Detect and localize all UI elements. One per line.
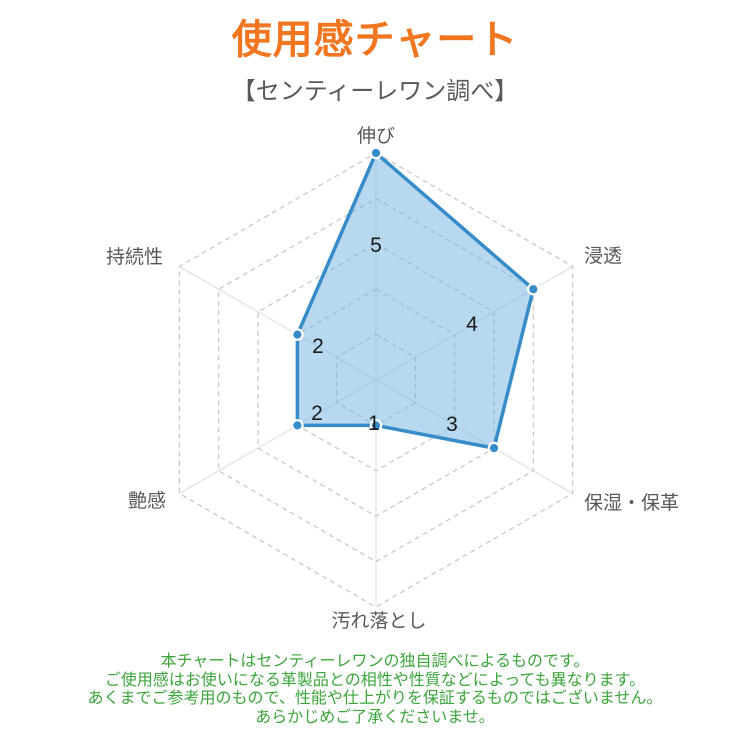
radar-grid-ring (178, 152, 574, 608)
disclaimer-line: 本チャートはセンティーレワンの独自調べによるものです。 (160, 653, 590, 670)
axis-label: 伸び (357, 125, 395, 147)
data-value-label: 4 (466, 313, 478, 336)
axis-label: 保湿・保革 (584, 492, 679, 514)
radar-data-point (487, 441, 501, 455)
disclaimer-line: あらかじめご了承くださいませ。 (255, 708, 495, 726)
disclaimer-line: あくまでご参考用のもので、性能や仕上がりを保証するものではございません。 (87, 690, 663, 707)
radar-data-point (291, 328, 304, 341)
axis-label: 持続性 (106, 246, 163, 268)
radar-data-point (369, 419, 383, 432)
chart-disclaimer: 本チャートはセンティーレワンの独自調べによるものです。 ご使用感はお使いになる革… (0, 653, 750, 727)
axis-label: 浸透 (584, 245, 622, 267)
data-value-label: 2 (312, 335, 324, 358)
radar-data-point (369, 146, 383, 160)
data-value-label: 1 (368, 412, 380, 435)
axis-label: 汚れ落とし (331, 610, 426, 632)
disclaimer-line: ご使用感はお使いになる革製品との相性や性質などによっても異なります。 (104, 671, 646, 689)
axis-label: 艶感 (128, 490, 166, 512)
radar-data-point (526, 282, 540, 296)
page-subtitle: 【センティーレワン調べ】 (231, 78, 519, 105)
radar-series-polygon (295, 151, 536, 450)
radar-data-point (291, 419, 304, 432)
data-value-label: 3 (446, 413, 458, 436)
data-value-label: 5 (370, 234, 382, 257)
data-value-label: 2 (311, 402, 323, 425)
page-title: 使用感チャート (231, 18, 519, 62)
